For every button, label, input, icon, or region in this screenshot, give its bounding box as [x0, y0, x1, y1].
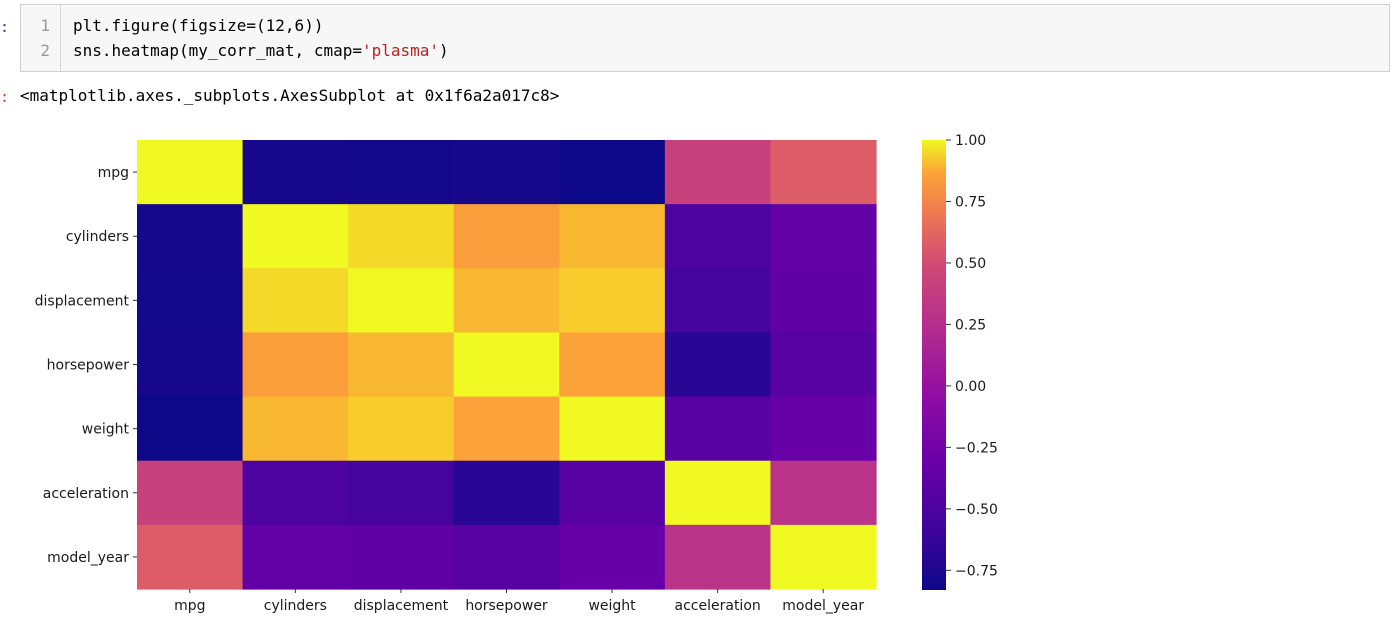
code-cell[interactable]: 1 2 plt.figure(figsize=(12,6)) sns.heatm… [20, 4, 1390, 72]
column-label: displacement [354, 598, 449, 614]
heatmap-cells [137, 140, 877, 590]
row-label: displacement [35, 293, 130, 309]
heatmap-cell [559, 268, 666, 334]
heatmap-cell [137, 460, 244, 526]
heatmap-cell [453, 332, 560, 398]
heatmap-cell [242, 524, 349, 590]
heatmap-cell [137, 268, 244, 334]
heatmap-cell [242, 396, 349, 462]
heatmap-cell [348, 332, 455, 398]
input-prompt: : [0, 18, 10, 36]
heatmap-cell [137, 332, 244, 398]
heatmap-cell [664, 140, 772, 205]
row-label: cylinders [66, 229, 129, 245]
heatmap-cell [770, 140, 877, 205]
heatmap-cell [664, 524, 772, 590]
heatmap-cell [664, 460, 772, 526]
heatmap-cell [559, 396, 666, 462]
heatmap-cell [453, 460, 560, 526]
line-number-gutter: 1 2 [21, 5, 61, 71]
colorbar-tick-label: 1.00 [955, 133, 986, 149]
heatmap-cell [137, 396, 244, 462]
colorbar-tick-label: 0.75 [955, 194, 986, 210]
heatmap-cell [559, 204, 666, 269]
heatmap-cell [770, 332, 877, 398]
heatmap-cell [559, 460, 666, 526]
column-label: cylinders [264, 598, 327, 614]
line-number: 2 [40, 41, 50, 60]
heatmap-cell [664, 396, 772, 462]
column-label: mpg [174, 598, 205, 614]
column-label: weight [588, 598, 636, 614]
row-labels: mpg cylinders displacement horsepower weight… [35, 165, 137, 566]
row-label: horsepower [47, 358, 130, 374]
row-label: acceleration [43, 486, 129, 502]
heatmap-cell [770, 396, 877, 462]
heatmap-cell [348, 396, 455, 462]
output-repr-text: <matplotlib.axes._subplots.AxesSubplot a… [20, 86, 560, 105]
heatmap-cell [137, 140, 244, 205]
heatmap-cell [453, 524, 560, 590]
heatmap-cell [770, 460, 877, 526]
heatmap-cell [348, 460, 455, 526]
row-label: weight [82, 422, 130, 438]
heatmap-cell [348, 268, 455, 334]
code-line[interactable]: sns.heatmap(my_corr_mat, cmap='plasma') [73, 41, 449, 60]
column-label: model_year [782, 598, 864, 614]
code-text: ) [439, 41, 449, 60]
colorbar-tick-label: −0.75 [955, 563, 998, 579]
colorbar-tick-label: 0.00 [955, 379, 986, 395]
colorbar: 1.00 0.75 0.50 0.25 0.00 −0.25 −0.50 −0.75 [922, 133, 998, 590]
heatmap-cell [664, 332, 772, 398]
output-prompt: : [0, 88, 10, 106]
heatmap-cell [348, 524, 455, 590]
heatmap-cell [559, 524, 666, 590]
colorbar-tick-label: 0.50 [955, 256, 986, 272]
heatmap-cell [242, 332, 349, 398]
heatmap-cell [137, 204, 244, 269]
heatmap-cell [664, 204, 772, 269]
heatmap-cell [453, 204, 560, 269]
heatmap-cell [453, 140, 560, 205]
heatmap-cell [559, 140, 666, 205]
line-number: 1 [40, 16, 50, 35]
colorbar-tick-label: −0.25 [955, 440, 998, 456]
column-label: horsepower [465, 598, 548, 614]
heatmap-cell [348, 204, 455, 269]
heatmap-cell [242, 140, 349, 205]
heatmap-cell [770, 524, 877, 590]
row-label: mpg [98, 165, 129, 181]
heatmap-cell [453, 268, 560, 334]
code-string-literal: 'plasma' [361, 41, 440, 60]
heatmap-cell [664, 268, 772, 334]
heatmap-cell [770, 268, 877, 334]
colorbar-tick-label: 0.25 [955, 317, 986, 333]
heatmap-cell [559, 332, 666, 398]
heatmap-cell [137, 524, 244, 590]
column-label: acceleration [675, 598, 761, 614]
heatmap-cell [453, 396, 560, 462]
code-text: sns.heatmap(my_corr_mat, cmap= [73, 41, 362, 60]
heatmap-cell [242, 460, 349, 526]
colorbar-gradient [922, 140, 946, 590]
code-text: plt.figure(figsize=(12,6)) [73, 16, 324, 35]
heatmap-cell [770, 204, 877, 269]
code-line[interactable]: plt.figure(figsize=(12,6)) [73, 16, 323, 35]
colorbar-tick-label: −0.50 [955, 502, 998, 518]
heatmap-cell [242, 268, 349, 334]
heatmap-cell [242, 204, 349, 269]
row-label: model_year [47, 550, 129, 566]
column-labels: mpg cylinders displacement horsepower weight… [174, 589, 864, 614]
heatmap-cell [348, 140, 455, 205]
